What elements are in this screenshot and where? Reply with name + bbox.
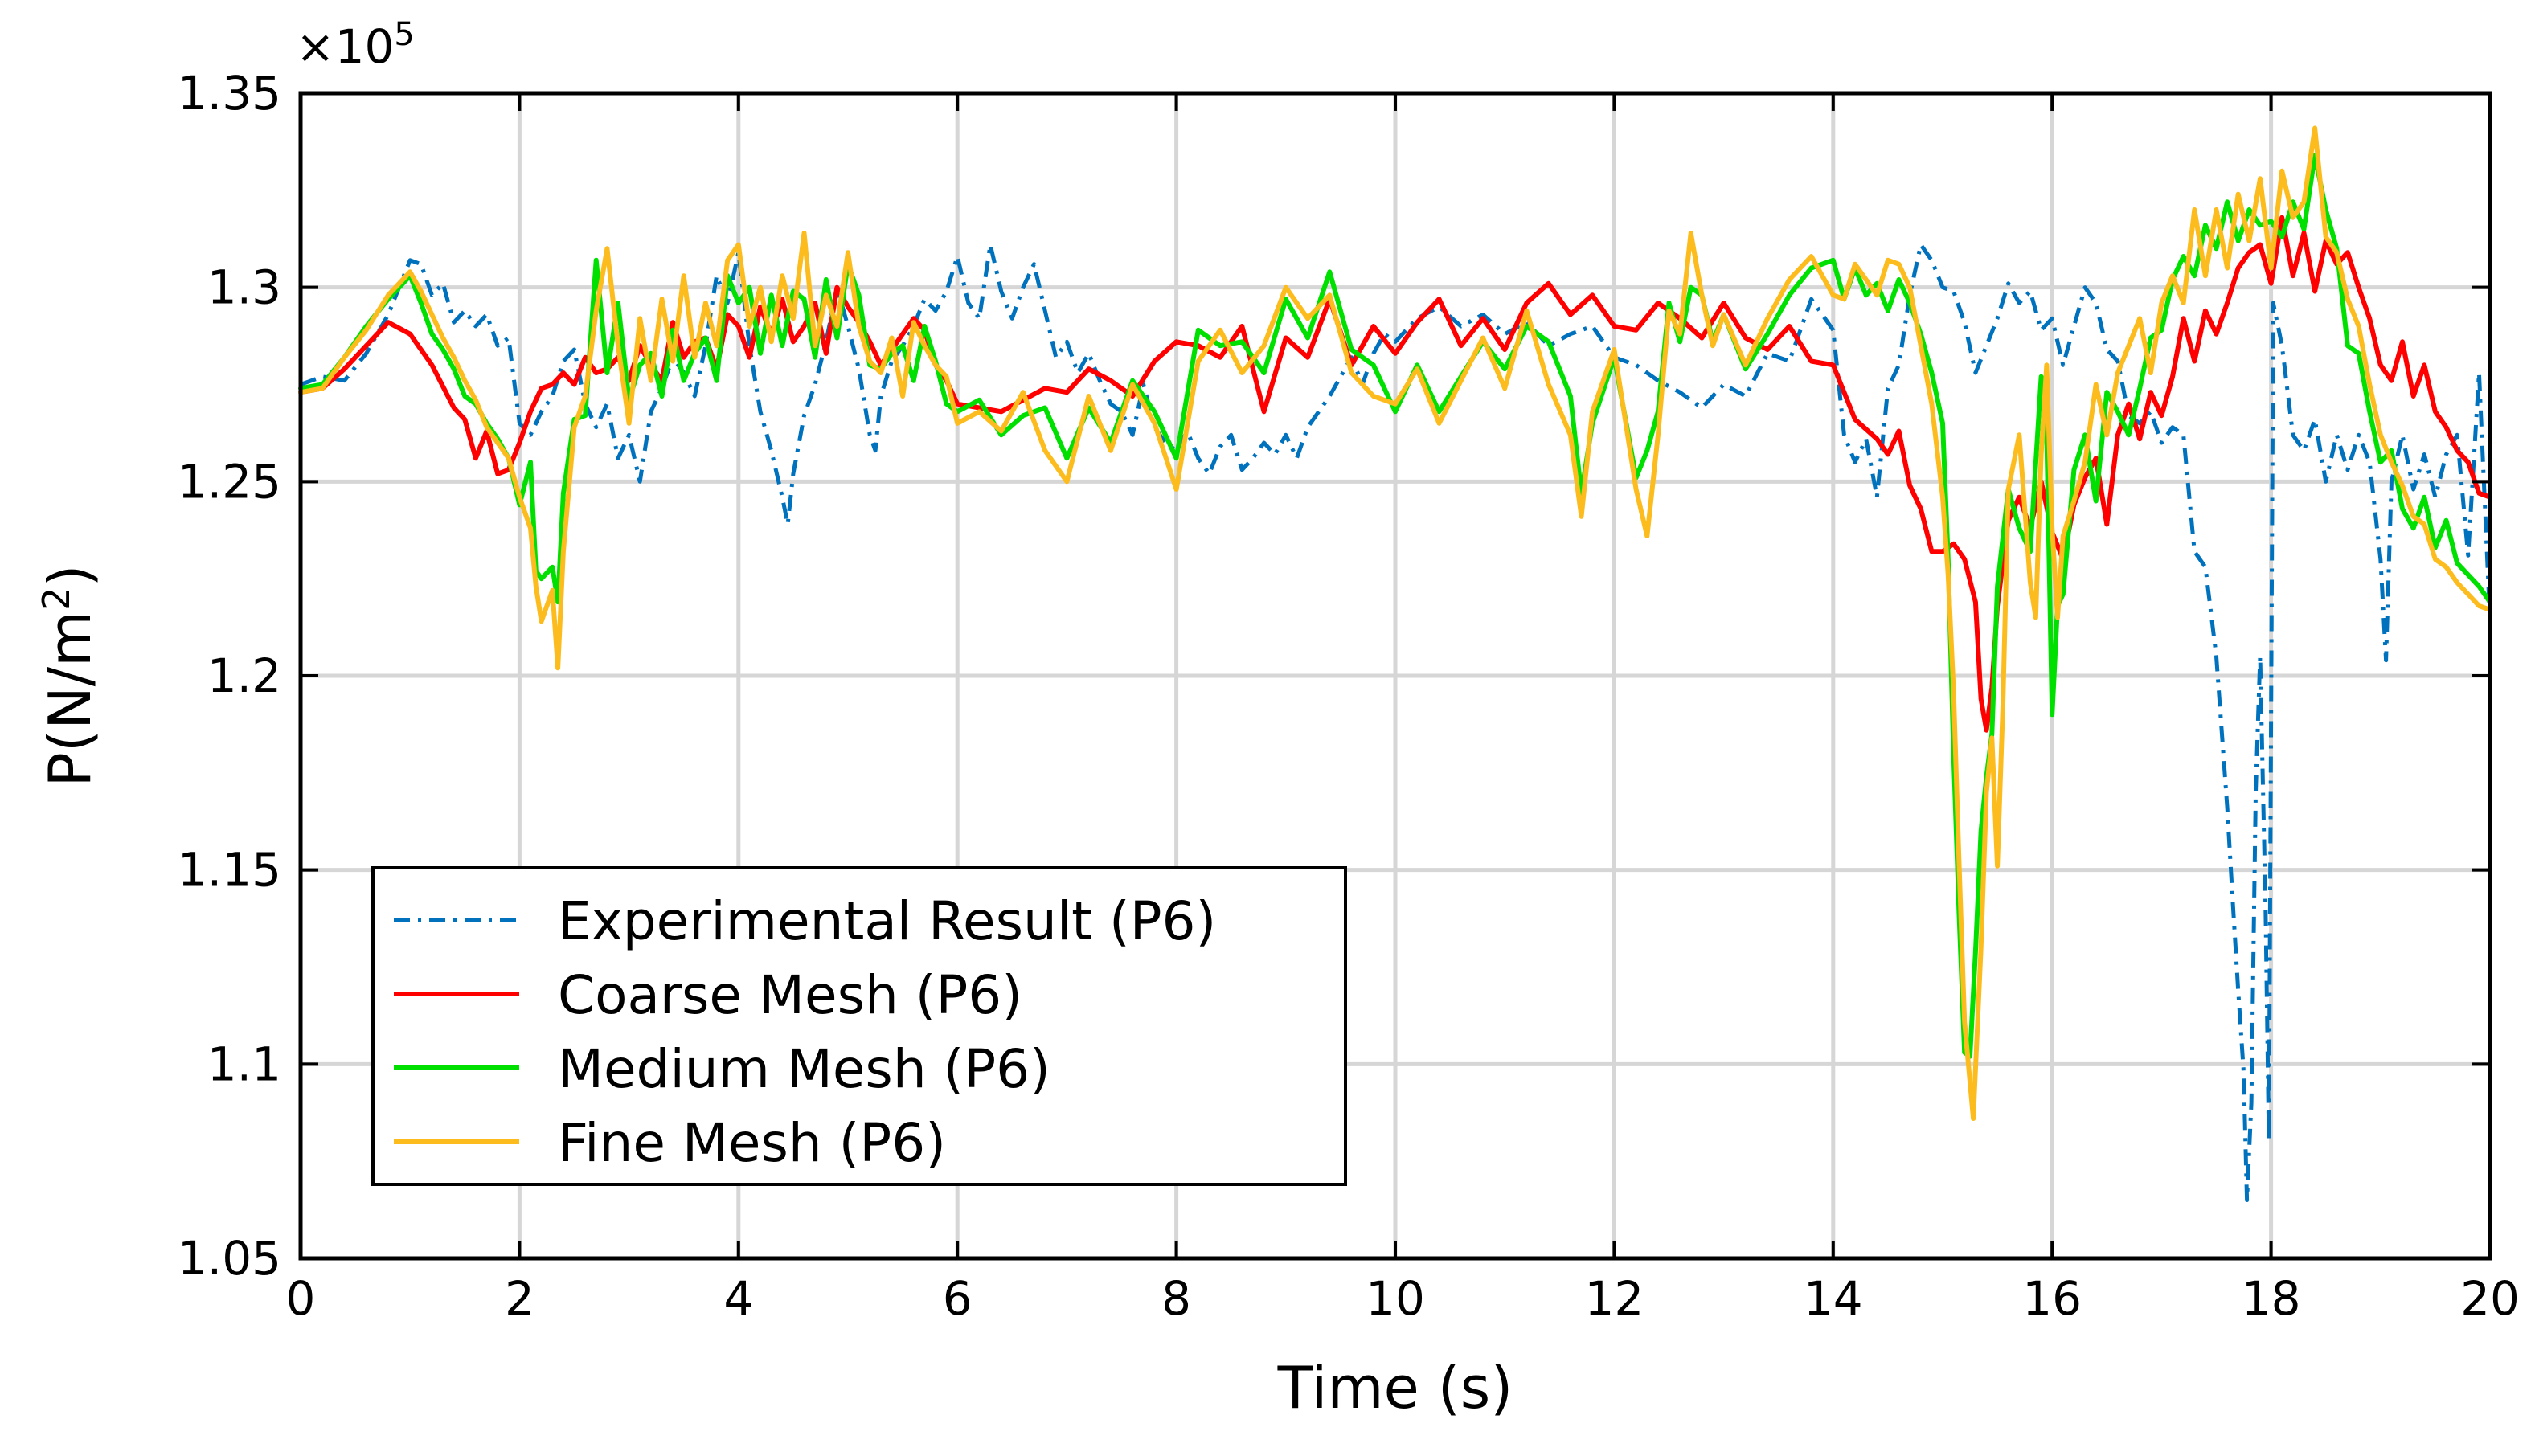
y-tick-label: 1.25: [178, 454, 281, 509]
y-tick-label: 1.3: [207, 260, 281, 315]
legend-label: Fine Mesh (P6): [558, 1112, 946, 1174]
x-tick-label: 2: [505, 1271, 534, 1326]
x-tick-label: 10: [1366, 1271, 1425, 1326]
y-axis-label-sup: 2: [35, 587, 78, 611]
y-axis-label-main: P(N/m: [36, 611, 104, 787]
series-line-experimental-result-p6: [300, 243, 2492, 1202]
x-tick-label: 8: [1161, 1271, 1191, 1326]
y-axis-label: P(N/m2): [35, 564, 104, 787]
y-tick-label: 1.15: [178, 843, 281, 898]
x-tick-label: 6: [943, 1271, 973, 1326]
y-tick-label: 1.2: [207, 648, 281, 703]
legend-label: Coarse Mesh (P6): [558, 964, 1022, 1026]
y-multiplier-prefix: ×10: [296, 19, 394, 74]
x-tick-label: 0: [286, 1271, 316, 1326]
x-tick-label: 12: [1584, 1271, 1644, 1326]
legend-label: Medium Mesh (P6): [558, 1038, 1050, 1100]
x-tick-label: 14: [1804, 1271, 1863, 1326]
series-line-medium-mesh-p6: [298, 153, 2492, 1059]
x-axis-label: Time (s): [1277, 1354, 1513, 1421]
series-line-fine-mesh-p6: [298, 125, 2492, 1121]
y-multiplier-exponent: 5: [394, 16, 414, 53]
y-multiplier: ×105: [296, 16, 415, 74]
x-tick-label: 16: [2022, 1271, 2082, 1326]
y-tick-label: 1.35: [178, 66, 281, 121]
x-tick-label: 20: [2460, 1271, 2520, 1326]
x-tick-label: 4: [723, 1271, 753, 1326]
series-layer: [298, 125, 2492, 1202]
legend: Experimental Result (P6) Coarse Mesh (P6)…: [371, 866, 1347, 1186]
y-axis-label-tail: ): [36, 564, 104, 587]
x-axis-ticks: 0 2 4 6 8 10 12 14 16 18 20: [286, 93, 2520, 1326]
y-tick-label: 1.05: [178, 1231, 281, 1286]
y-axis-ticks: 1.05 1.1 1.15 1.2 1.25 1.3 1.35: [178, 66, 2490, 1286]
y-tick-label: 1.1: [207, 1037, 281, 1091]
legend-label: Experimental Result (P6): [558, 890, 1216, 952]
x-tick-label: 18: [2242, 1271, 2301, 1326]
legend-box: [371, 866, 1347, 1186]
